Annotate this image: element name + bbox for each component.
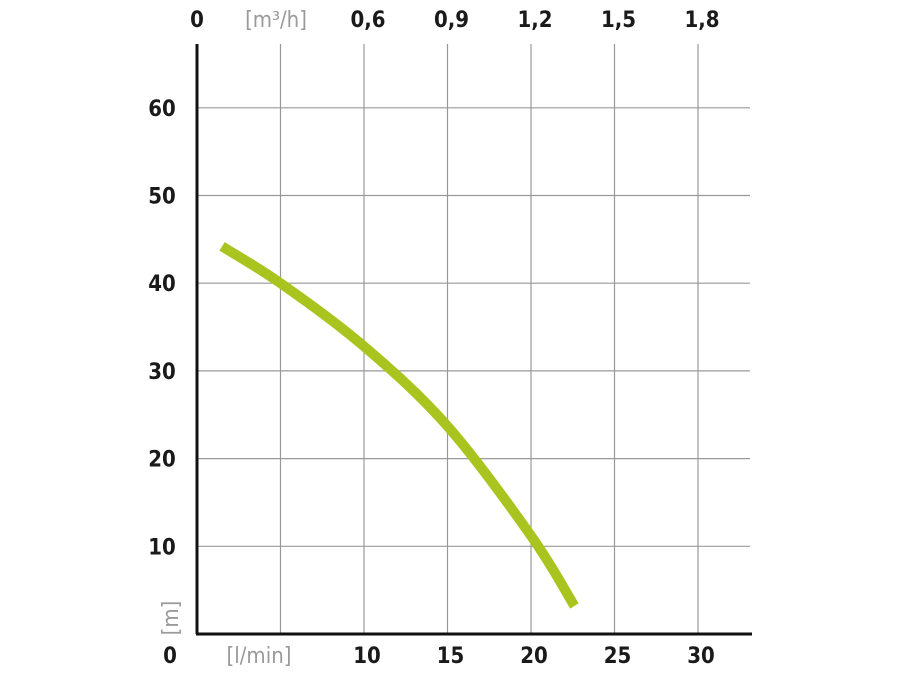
x2-tick-label: 0,6 bbox=[350, 8, 385, 33]
y-tick-label: 50 bbox=[148, 185, 176, 210]
x2-tick-label: 1,2 bbox=[517, 8, 552, 33]
x-tick-label: 25 bbox=[604, 644, 632, 669]
x-axis-label: [l/min] bbox=[227, 644, 292, 669]
series-line-head-vs-flow bbox=[219, 242, 579, 609]
x2-tick-label: 0 bbox=[190, 8, 204, 33]
x-tick-label: 10 bbox=[353, 644, 381, 669]
x2-tick-label: 0,9 bbox=[434, 8, 469, 33]
y-tick-label: 30 bbox=[148, 360, 176, 385]
y-axis-label: [m] bbox=[159, 601, 184, 636]
x-tick-label: 15 bbox=[437, 644, 465, 669]
grid bbox=[197, 44, 750, 634]
y-tick-label: 40 bbox=[148, 272, 176, 297]
y-tick-label-0: 0 bbox=[163, 644, 177, 669]
y-tick-label: 10 bbox=[148, 535, 176, 560]
y-tick-label: 60 bbox=[148, 97, 176, 122]
x2-tick-label: 1,5 bbox=[601, 8, 636, 33]
y-tick-label: 20 bbox=[148, 448, 176, 473]
x-tick-label: 20 bbox=[520, 644, 548, 669]
x2-axis-label: [m³/h] bbox=[245, 8, 307, 33]
x2-tick-label: 1,8 bbox=[684, 8, 719, 33]
x-tick-label: 30 bbox=[687, 644, 715, 669]
tick-labels: 10 20 30 40 50 60 10 15 20 25 30 0 0,6 0,9 1,2 1,5 1,8 bbox=[148, 8, 719, 669]
